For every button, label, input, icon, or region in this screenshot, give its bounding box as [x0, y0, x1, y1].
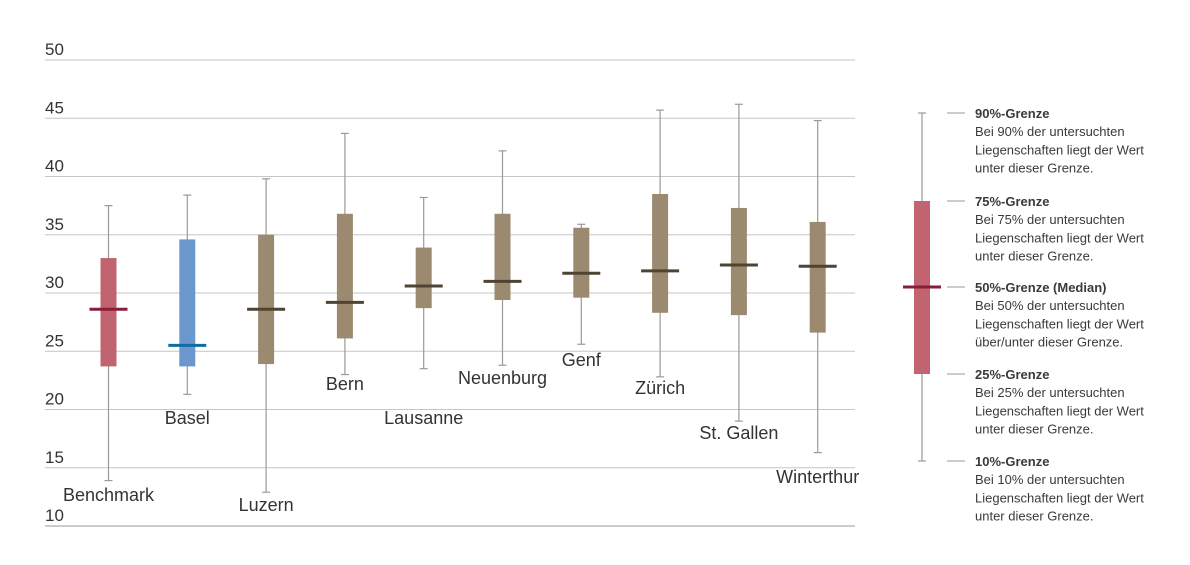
legend-description: Bei 50% der untersuchten	[975, 298, 1125, 313]
box-basel	[168, 194, 207, 395]
legend-description: Liegenschaften liegt der Wert	[975, 230, 1144, 245]
legend-description: Liegenschaften liegt der Wert	[975, 403, 1144, 418]
y-tick-label: 25	[45, 331, 64, 350]
y-tick-label: 40	[45, 157, 64, 176]
box-neuenburg	[483, 150, 522, 366]
legend-description: Liegenschaften liegt der Wert	[975, 316, 1144, 331]
y-tick-label: 20	[45, 390, 64, 409]
legend-description: unter dieser Grenze.	[975, 509, 1094, 524]
legend-title: 75%-Grenze	[975, 194, 1049, 209]
legend-description: unter dieser Grenze.	[975, 161, 1094, 176]
category-label: Genf	[562, 350, 602, 370]
iqr-box	[258, 234, 275, 365]
legend-description: unter dieser Grenze.	[975, 422, 1094, 437]
iqr-box	[573, 227, 590, 298]
legend-description: unter dieser Grenze.	[975, 249, 1094, 264]
y-tick-label: 35	[45, 215, 64, 234]
iqr-box	[415, 247, 432, 309]
iqr-box	[652, 193, 669, 313]
boxes	[89, 103, 837, 493]
legend-description: Liegenschaften liegt der Wert	[975, 142, 1144, 157]
category-label: Luzern	[239, 495, 294, 515]
box-st-gallen	[719, 103, 758, 422]
iqr-box	[100, 258, 117, 367]
box-z-rich	[641, 109, 680, 378]
legend-description: Bei 25% der untersuchten	[975, 385, 1125, 400]
category-label: Zürich	[635, 378, 685, 398]
category-label: Benchmark	[63, 485, 155, 505]
y-tick-label: 10	[45, 506, 64, 525]
box-luzern	[247, 178, 286, 493]
box-lausanne	[404, 196, 443, 370]
iqr-box	[336, 213, 353, 339]
category-label: Winterthur	[776, 467, 859, 487]
box-genf	[562, 223, 601, 345]
category-label: Bern	[326, 374, 364, 394]
category-label: Basel	[165, 408, 210, 428]
iqr-box	[494, 213, 511, 300]
y-tick-label: 30	[45, 273, 64, 292]
y-axis-ticks: 10 15 20 25 30 35 40 45 50	[45, 40, 64, 525]
legend-description: Bei 90% der untersuchten	[975, 124, 1125, 139]
category-label: Lausanne	[384, 408, 463, 428]
legend-description: Bei 10% der untersuchten	[975, 472, 1125, 487]
legend-description: über/unter dieser Grenze.	[975, 335, 1123, 350]
box-winterthur	[798, 119, 837, 454]
legend-title: 10%-Grenze	[975, 454, 1049, 469]
category-label: Neuenburg	[458, 368, 547, 388]
iqr-box	[179, 239, 196, 367]
category-labels: Benchmark Basel Luzern Bern Lausanne Neuenbur…	[63, 350, 859, 515]
y-tick-label: 15	[45, 448, 64, 467]
iqr-box	[730, 207, 747, 316]
category-label: St. Gallen	[699, 423, 778, 443]
box-bern	[325, 132, 364, 376]
legend-description: Liegenschaften liegt der Wert	[975, 490, 1144, 505]
legend-title: 90%-Grenze	[975, 106, 1049, 121]
legend: 90%-Grenze Bei 90% der untersuchten Liegen…	[903, 106, 1144, 524]
legend-description: Bei 75% der untersuchten	[975, 212, 1125, 227]
box-benchmark	[89, 205, 128, 482]
legend-title: 25%-Grenze	[975, 367, 1049, 382]
y-tick-label: 50	[45, 40, 64, 59]
iqr-box	[809, 221, 826, 333]
y-tick-label: 45	[45, 98, 64, 117]
legend-title: 50%-Grenze (Median)	[975, 280, 1106, 295]
